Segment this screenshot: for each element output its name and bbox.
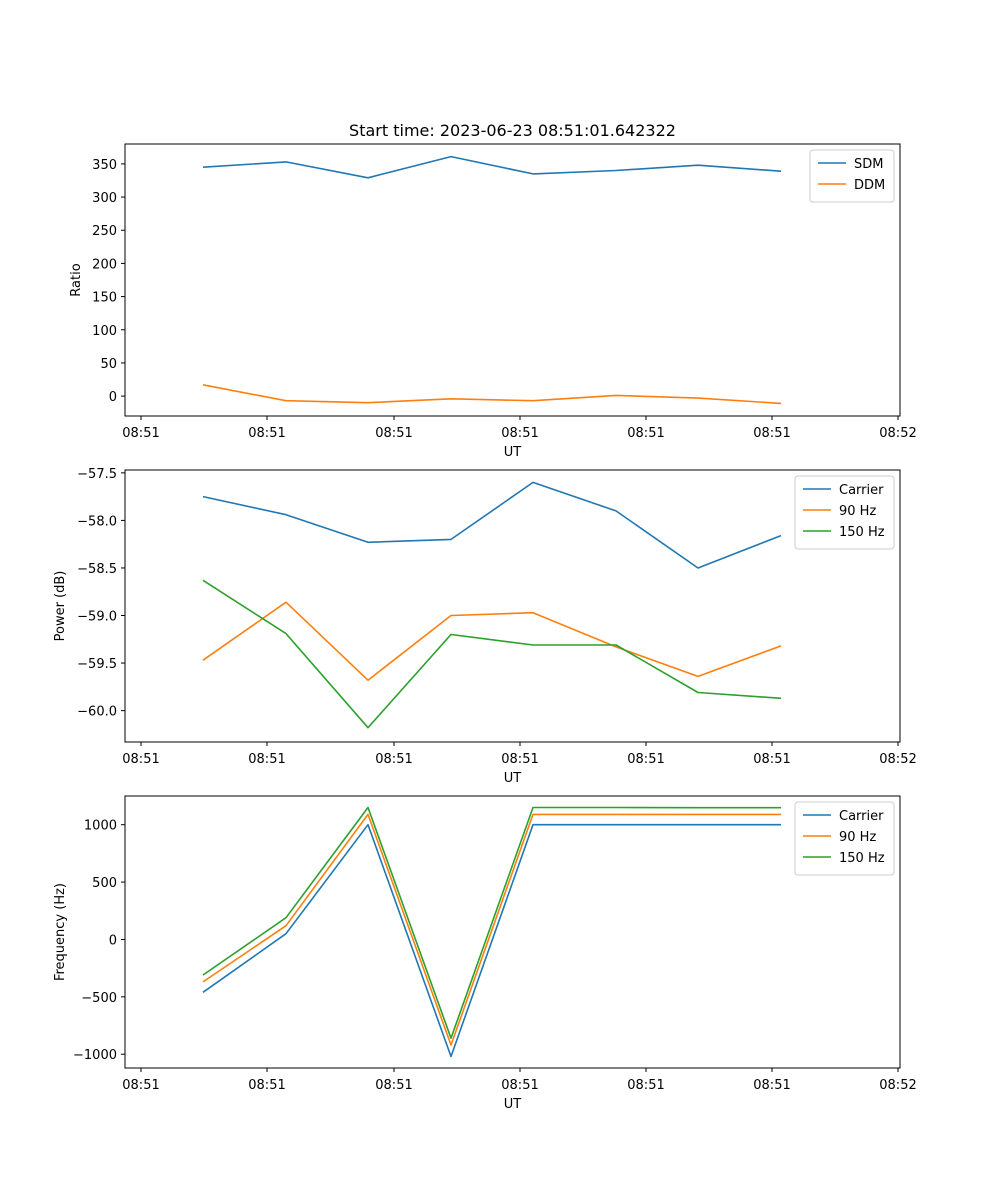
- series-line-150-hz: [202, 579, 782, 729]
- x-axis-label: UT: [504, 1097, 522, 1112]
- x-tick-label: 08:51: [248, 1078, 285, 1093]
- x-tick-label: 08:52: [879, 752, 916, 767]
- y-tick-label: 50: [100, 357, 117, 372]
- legend-label: SDM: [854, 157, 883, 172]
- legend-label: 90 Hz: [839, 504, 876, 519]
- y-axis-label: Power (dB): [53, 571, 68, 642]
- legend-label: 150 Hz: [839, 851, 885, 866]
- subplot-1: 08:51 08:51 08:51 08:51 08:51 08:51 08:52 0 50 10…: [69, 143, 917, 460]
- x-tick-label: 08:51: [501, 752, 538, 767]
- y-tick-label: 1000: [84, 819, 117, 834]
- axes-frame: [124, 795, 901, 1069]
- y-tick-label: 0: [109, 933, 117, 948]
- y-tick-label: −60.0: [77, 705, 117, 720]
- series-line-sdm: [202, 155, 782, 179]
- x-tick-label: 08:51: [627, 752, 664, 767]
- y-tick-label: 300: [92, 191, 117, 206]
- y-tick-label: −59.0: [77, 610, 117, 625]
- x-tick-label: 08:51: [122, 752, 159, 767]
- x-tick-label: 08:51: [122, 426, 159, 441]
- x-tick-label: 08:51: [753, 1078, 790, 1093]
- x-tick-label: 08:51: [753, 426, 790, 441]
- y-tick-label: 200: [92, 257, 117, 272]
- series-line-90-hz: [202, 601, 782, 682]
- x-tick-label: 08:51: [375, 426, 412, 441]
- legend-label: Carrier: [839, 809, 884, 824]
- series-line-carrier: [202, 481, 782, 569]
- x-tick-label: 08:51: [501, 1078, 538, 1093]
- series-line-150-hz: [202, 806, 781, 1039]
- y-tick-label: 250: [92, 224, 117, 239]
- y-tick-label: 350: [92, 158, 117, 173]
- y-tick-label: 150: [92, 291, 117, 306]
- x-tick-label: 08:51: [375, 752, 412, 767]
- x-tick-label: 08:51: [753, 752, 790, 767]
- y-axis-label: Ratio: [69, 263, 84, 296]
- x-tick-label: 08:51: [627, 1078, 664, 1093]
- series-line-ddm: [202, 384, 782, 405]
- x-axis-label: UT: [504, 771, 522, 786]
- subplots: 08:51 08:51 08:51 08:51 08:51 08:51 08:52 0 50 10…: [53, 143, 917, 1112]
- legend-label: 90 Hz: [839, 830, 876, 845]
- y-tick-label: 100: [92, 324, 117, 339]
- series-line-carrier: [202, 823, 781, 1058]
- axes-frame: [124, 143, 901, 417]
- legend: Carrier 90 Hz 150 Hz: [794, 475, 895, 550]
- y-tick-label: 0: [109, 390, 117, 405]
- legend: Carrier 90 Hz 150 Hz: [794, 801, 895, 876]
- x-axis-label: UT: [504, 445, 522, 460]
- y-axis-label: Frequency (Hz): [53, 883, 68, 981]
- x-tick-label: 08:52: [879, 1078, 916, 1093]
- legend-label: Carrier: [839, 483, 884, 498]
- x-tick-label: 08:51: [248, 752, 285, 767]
- subplot-2: 08:51 08:51 08:51 08:51 08:51 08:51 08:52 −60.0…: [53, 467, 917, 786]
- x-tick-label: 08:51: [248, 426, 285, 441]
- axes-frame: [124, 469, 901, 743]
- x-tick-label: 08:52: [879, 426, 916, 441]
- legend-label: 150 Hz: [839, 525, 885, 540]
- x-tick-label: 08:51: [122, 1078, 159, 1093]
- y-tick-label: −1000: [73, 1048, 117, 1063]
- y-tick-label: −57.5: [77, 467, 117, 482]
- y-tick-label: −58.0: [77, 514, 117, 529]
- legend: SDM DDM: [809, 149, 895, 203]
- x-tick-label: 08:51: [501, 426, 538, 441]
- y-tick-label: −58.5: [77, 562, 117, 577]
- y-tick-label: −500: [81, 991, 117, 1006]
- x-tick-label: 08:51: [375, 1078, 412, 1093]
- x-tick-label: 08:51: [627, 426, 664, 441]
- y-tick-label: −59.5: [77, 657, 117, 672]
- subplot-3: 08:51 08:51 08:51 08:51 08:51 08:51 08:52 −1000…: [53, 795, 917, 1112]
- figure-title: Start time: 2023-06-23 08:51:01.642322: [349, 121, 676, 140]
- series-line-90-hz: [202, 813, 781, 1046]
- legend-label: DDM: [854, 178, 885, 193]
- y-tick-label: 500: [92, 876, 117, 891]
